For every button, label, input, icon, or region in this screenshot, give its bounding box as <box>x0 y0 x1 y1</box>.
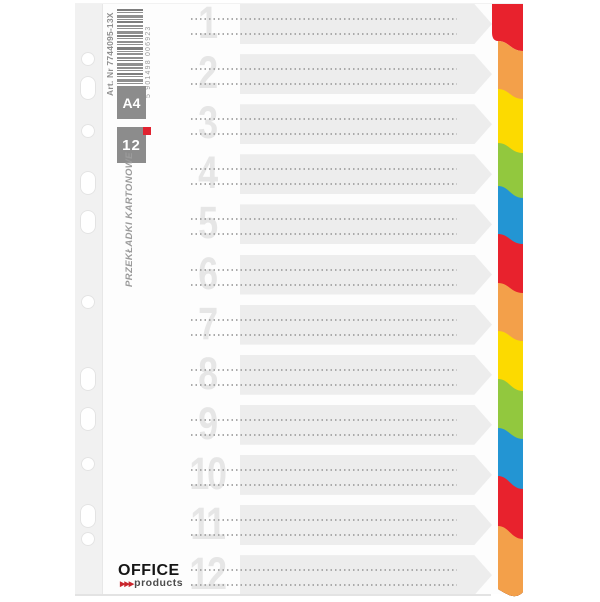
sheet-bottom-edge <box>75 594 491 596</box>
dotted-line <box>191 233 457 236</box>
tab-1 <box>492 4 523 51</box>
barcode <box>117 7 143 91</box>
punch-hole <box>80 171 96 195</box>
arrows-icon: ▶▶▶ <box>120 581 134 588</box>
row-band <box>240 354 492 395</box>
row-number: 9 <box>198 397 218 449</box>
dotted-line <box>191 133 457 136</box>
dotted-line <box>191 368 457 371</box>
dotted-line <box>191 333 457 336</box>
punch-hole <box>80 407 96 431</box>
punch-hole <box>80 76 96 100</box>
row-number: 12 <box>189 548 227 600</box>
dotted-line <box>191 83 457 86</box>
row-band <box>240 454 492 495</box>
punch-margin <box>75 4 103 594</box>
index-row: 6 <box>75 247 523 299</box>
punch-hole <box>81 457 95 471</box>
dotted-line <box>191 468 457 471</box>
dotted-line <box>191 383 457 386</box>
dotted-line <box>191 218 457 221</box>
tab-strip <box>492 4 523 597</box>
punch-hole <box>81 52 95 66</box>
row-band <box>240 555 492 596</box>
dotted-line <box>191 183 457 186</box>
row-number: 4 <box>198 147 218 199</box>
brand-subtitle: ▶▶▶products <box>118 578 188 590</box>
row-number: 10 <box>189 447 227 499</box>
row-number: 6 <box>198 247 218 299</box>
format-badge: A4 <box>117 86 146 119</box>
dotted-line <box>191 534 457 536</box>
index-row: 7 <box>75 297 523 349</box>
dotted-line <box>191 318 457 321</box>
row-number: 8 <box>198 347 218 399</box>
row-band <box>240 254 492 295</box>
punch-hole <box>81 295 95 309</box>
dotted-line <box>191 569 457 572</box>
brand-subtitle-text: products <box>134 577 184 589</box>
row-number: 3 <box>198 97 218 149</box>
divider-sheet: Art. Nr 7744095-13X 5 901498 006923 A4 1… <box>75 0 523 600</box>
brand-logo: OFFICE ▶▶▶products <box>118 563 188 590</box>
tab-12 <box>498 526 523 597</box>
index-row: 9 <box>75 397 523 449</box>
dotted-line <box>191 118 457 121</box>
index-row: 12 <box>75 548 523 600</box>
row-band <box>240 4 492 44</box>
index-row: 5 <box>75 197 523 249</box>
punch-hole <box>81 532 95 546</box>
index-row: 11 <box>75 498 523 549</box>
row-band <box>240 154 492 195</box>
index-row: 3 <box>75 97 523 149</box>
row-number: 2 <box>198 47 218 99</box>
dotted-line <box>191 283 457 286</box>
dotted-line <box>191 268 457 271</box>
dotted-line <box>191 18 457 20</box>
punch-hole <box>81 124 95 138</box>
row-band <box>240 404 492 445</box>
dotted-line <box>191 584 457 587</box>
dotted-line <box>191 519 457 521</box>
red-corner-mark <box>143 127 151 135</box>
row-band <box>240 304 492 345</box>
dotted-line <box>191 168 457 171</box>
index-row: 4 <box>75 147 523 199</box>
index-row: 8 <box>75 347 523 399</box>
row-band <box>240 54 492 95</box>
dotted-line <box>191 433 457 436</box>
row-number: 5 <box>198 197 218 249</box>
row-number: 1 <box>198 0 218 48</box>
row-number: 11 <box>190 498 226 549</box>
row-number: 7 <box>198 297 218 349</box>
index-row: 10 <box>75 447 523 499</box>
count-badge-label: 12 <box>122 136 141 154</box>
dotted-line <box>191 33 457 35</box>
punch-hole <box>80 367 96 391</box>
punch-hole <box>80 504 96 528</box>
row-band <box>240 104 492 145</box>
count-badge: 12 <box>117 127 151 163</box>
row-band <box>240 204 492 245</box>
index-row: 1 <box>75 0 523 48</box>
punch-hole <box>80 210 96 234</box>
index-row: 2 <box>75 47 523 99</box>
row-band <box>240 505 492 545</box>
dotted-line <box>191 418 457 421</box>
dotted-line <box>191 483 457 486</box>
dotted-line <box>191 68 457 71</box>
brand-name: OFFICE <box>118 562 180 579</box>
